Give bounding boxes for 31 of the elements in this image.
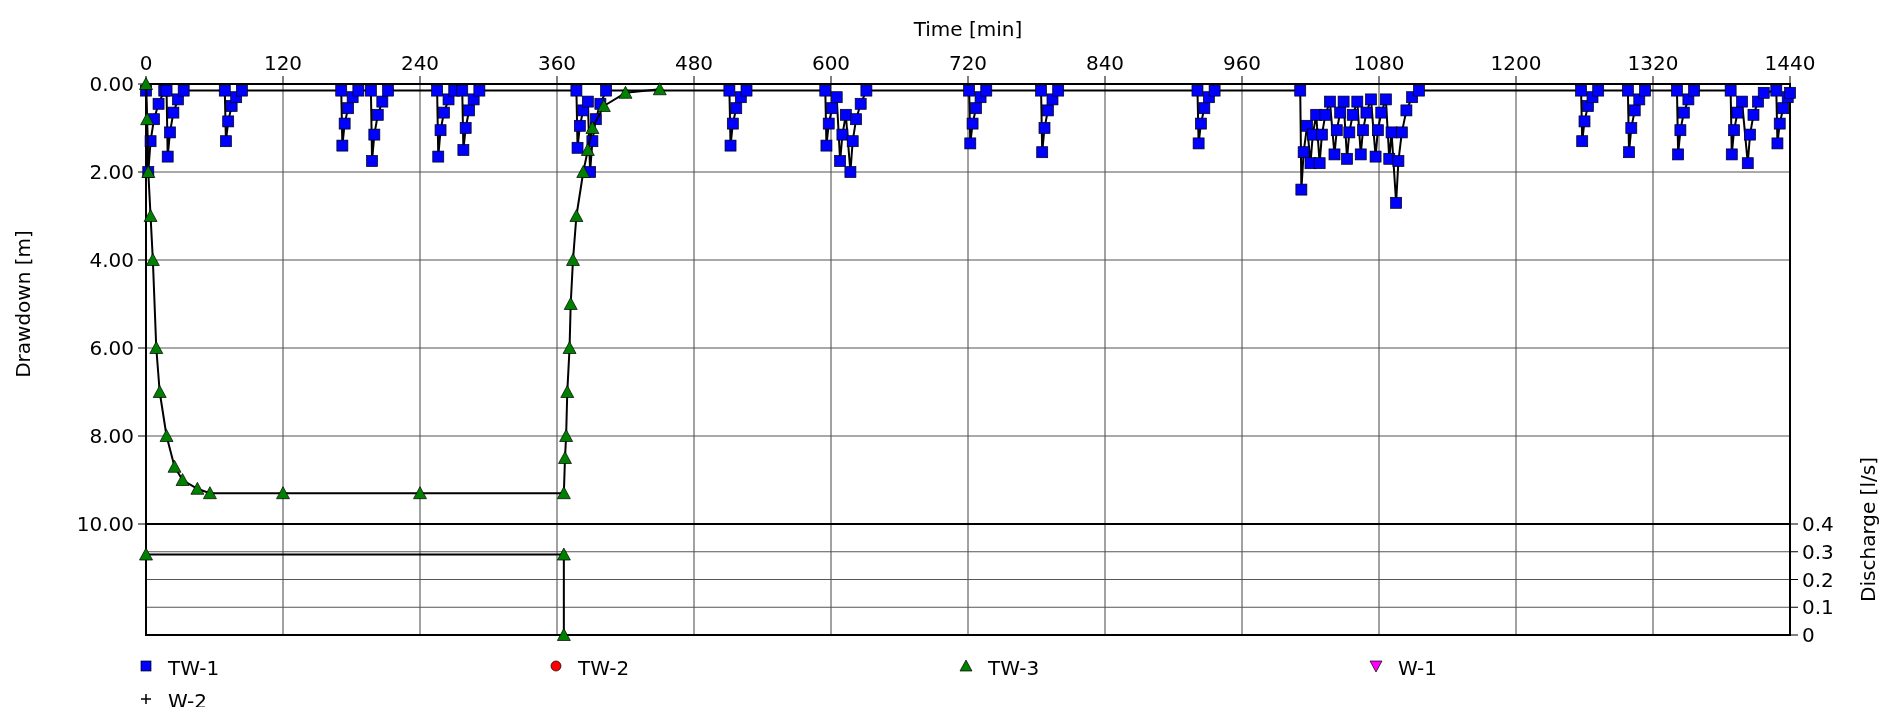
legend-label: TW-1 bbox=[167, 656, 220, 680]
x-tick-label: 720 bbox=[948, 51, 988, 75]
legend-label: TW-2 bbox=[577, 656, 630, 680]
y-axis-title: Drawdown [m] bbox=[11, 230, 35, 378]
x-tick-label: 0 bbox=[139, 51, 153, 75]
x-tick-label: 1080 bbox=[1353, 51, 1405, 75]
y-tick-label: 10.00 bbox=[76, 512, 134, 536]
legend-label: W-1 bbox=[1398, 656, 1437, 680]
y-tick-label: 0.00 bbox=[89, 72, 134, 96]
x-tick-label: 1320 bbox=[1627, 51, 1679, 75]
y-tick-label: 6.00 bbox=[89, 336, 134, 360]
y-tick-label: 0.4 bbox=[1802, 512, 1834, 536]
x-tick-label: 960 bbox=[1222, 51, 1262, 75]
x-tick-label: 480 bbox=[674, 51, 714, 75]
x-tick-label: 360 bbox=[537, 51, 577, 75]
y-tick-label: 8.00 bbox=[89, 424, 134, 448]
y-tick-label: 0 bbox=[1802, 623, 1815, 647]
x-tick-label: 120 bbox=[263, 51, 303, 75]
y-tick-label: 0.2 bbox=[1802, 567, 1834, 592]
y-axis-title: Discharge [l/s] bbox=[1856, 457, 1880, 602]
y-tick-label: 0.3 bbox=[1802, 539, 1834, 564]
x-tick-label: 1200 bbox=[1490, 51, 1542, 75]
x-axis-title: Time [min] bbox=[912, 17, 1023, 41]
x-tick-label: 600 bbox=[811, 51, 851, 75]
x-tick-label: 1440 bbox=[1764, 51, 1816, 75]
y-tick-label: 4.00 bbox=[89, 248, 134, 272]
x-tick-label: 240 bbox=[400, 51, 440, 75]
x-tick-label: 840 bbox=[1085, 51, 1125, 75]
legend-label: TW-3 bbox=[987, 656, 1040, 680]
y-tick-label: 0.1 bbox=[1802, 595, 1834, 620]
y-tick-label: 2.00 bbox=[89, 160, 134, 184]
